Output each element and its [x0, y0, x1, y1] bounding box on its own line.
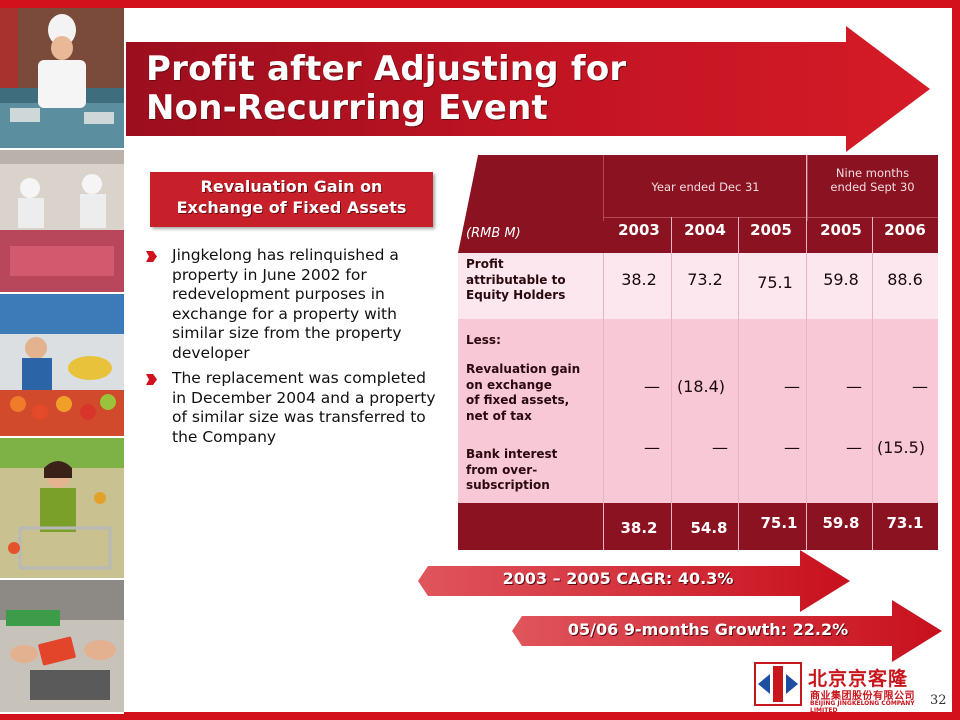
- total-value: 73.1: [886, 514, 924, 532]
- cagr-arrow: [418, 550, 850, 612]
- year-header: 2004: [684, 221, 726, 239]
- bullet-text-2: The replacement was completed in Decembe…: [172, 369, 436, 446]
- subtitle-line-1: Revaluation Gain on: [200, 177, 383, 196]
- bullet-item: The replacement was completed in Decembe…: [146, 369, 436, 447]
- profit-label-1: Profit: [466, 257, 504, 271]
- profit-value: 75.1: [757, 273, 793, 292]
- less-label: Less:: [466, 333, 501, 347]
- reval-value: —: [644, 377, 660, 396]
- interest-value: —: [784, 438, 800, 457]
- group-label-year: Year ended Dec 31: [651, 180, 760, 194]
- bullet-icon: [146, 374, 157, 385]
- page-number: 32: [930, 693, 947, 708]
- reval-value: (18.4): [676, 377, 726, 396]
- slide-title: Profit after Adjusting for Non-Recurring…: [146, 50, 766, 128]
- row-total: 38.2 54.8 75.1 59.8 73.1: [458, 503, 938, 550]
- bullet-item: Jingkelong has relinquished a property i…: [146, 246, 436, 363]
- profit-table: Year ended Dec 31 Nine months ended Sept…: [458, 155, 938, 550]
- title-line-1: Profit after Adjusting for: [146, 49, 627, 89]
- bullet-icon: [146, 251, 157, 262]
- reval-label-2: on exchange: [466, 377, 552, 392]
- photo-seafood-counter: [0, 8, 124, 150]
- logo-cn-name: 北京京客隆: [808, 668, 909, 690]
- year-header: 2005: [750, 221, 792, 239]
- total-value: 75.1: [760, 514, 798, 532]
- photo-shopper-cart: [0, 438, 124, 580]
- profit-label-2: attributable to: [466, 272, 566, 287]
- subtitle-line-2: Exchange of Fixed Assets: [176, 198, 407, 217]
- company-logo: 北京京客隆 商业集团股份有限公司 BEIJING JINGKELONG COMP…: [754, 660, 924, 714]
- reval-value: —: [846, 377, 862, 396]
- nine-month-growth-label: 05/06 9-months Growth: 22.2%: [567, 620, 849, 639]
- cagr-label: 2003 – 2005 CAGR: 40.3%: [502, 569, 734, 588]
- logo-cn-sub: 商业集团股份有限公司: [810, 691, 915, 702]
- year-header: 2006: [884, 221, 926, 239]
- interest-value: —: [712, 438, 728, 457]
- photo-strip: [0, 8, 124, 714]
- title-line-2: Non-Recurring Event: [146, 88, 549, 128]
- interest-value: —: [846, 438, 862, 457]
- profit-value: 38.2: [621, 270, 657, 289]
- interest-value: (15.5): [876, 438, 926, 457]
- interest-label-2: from over-: [466, 462, 538, 477]
- profit-label-3: Equity Holders: [466, 288, 566, 302]
- group-year-ended: Year ended Dec 31: [603, 155, 808, 221]
- profit-value: 73.2: [687, 270, 723, 289]
- row-adjustments: Less: Revaluation gain on exchange of fi…: [458, 319, 938, 503]
- group-nine-months: Nine months ended Sept 30: [807, 155, 938, 221]
- year-header: 2005: [820, 221, 862, 239]
- title-banner-arrow: [126, 26, 930, 152]
- reval-label-1: Revaluation gain: [466, 362, 581, 376]
- table-header: Year ended Dec 31 Nine months ended Sept…: [458, 155, 938, 253]
- reval-value: —: [912, 377, 928, 396]
- year-header: 2003: [618, 221, 660, 239]
- profit-value: 88.6: [887, 270, 923, 289]
- total-value: 38.2: [620, 519, 658, 537]
- unit-label: (RMB M): [466, 226, 521, 241]
- reval-label-4: net of tax: [466, 408, 532, 423]
- bullet-text-1: Jingkelong has relinquished a property i…: [172, 246, 402, 362]
- total-value: 54.8: [690, 519, 728, 537]
- row-profit: Profit attributable to Equity Holders 38…: [458, 253, 938, 319]
- profit-value: 59.8: [823, 270, 859, 289]
- interest-value: —: [644, 438, 660, 457]
- photo-checkout-card: [0, 580, 124, 714]
- nine-month-growth-arrow: [512, 600, 942, 662]
- reval-label-3: of fixed assets,: [466, 393, 570, 407]
- photo-fruit-section: [0, 294, 124, 438]
- interest-label-3: subscription: [466, 478, 550, 492]
- logo-mark-icon: [754, 662, 802, 706]
- photo-food-preparation: [0, 150, 124, 294]
- group-label-nine-2: ended Sept 30: [830, 180, 915, 194]
- reval-value: —: [784, 377, 800, 396]
- total-value: 59.8: [822, 514, 860, 532]
- group-label-nine-1: Nine months: [835, 166, 910, 180]
- subtitle-box: Revaluation Gain on Exchange of Fixed As…: [150, 172, 433, 227]
- logo-en-name: BEIJING JINGKELONG COMPANY LIMITED: [810, 700, 915, 714]
- bullet-list: Jingkelong has relinquished a property i…: [146, 246, 436, 453]
- interest-label-1: Bank interest: [466, 447, 558, 461]
